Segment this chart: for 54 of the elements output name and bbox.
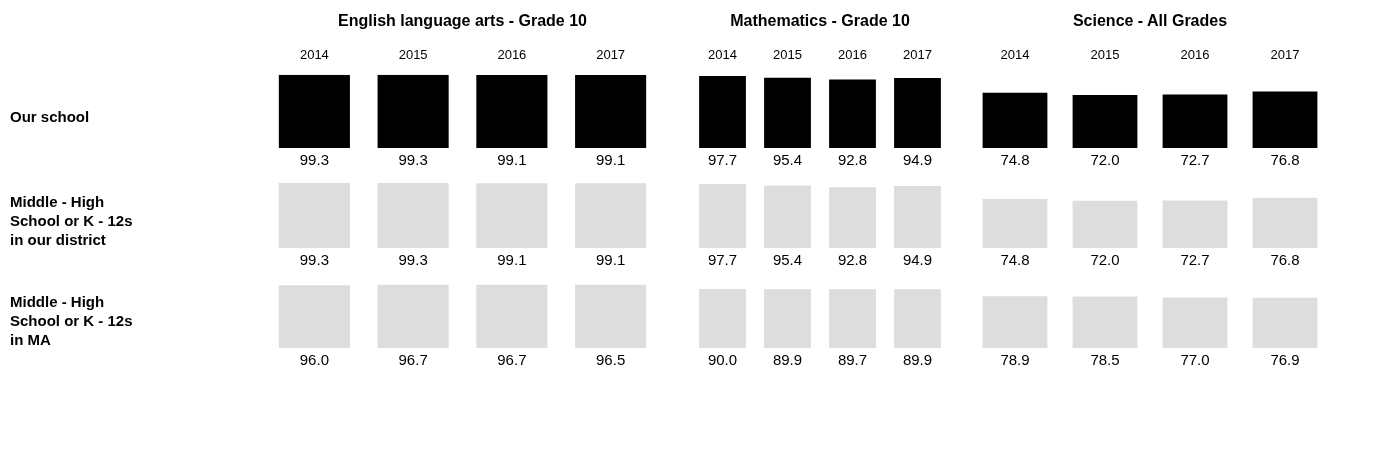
chart-title: Science - All Grades [1072,12,1228,30]
x-tick-label: 2015 [1090,46,1120,62]
data-label: 90.0 [707,350,738,368]
data-label: 78.9 [1000,350,1030,368]
data-label: 96.0 [299,350,329,368]
data-label: 92.8 [837,250,868,268]
data-label: 99.1 [497,150,527,168]
x-tick-label: 2014 [708,46,737,62]
data-label: 96.7 [398,350,428,368]
x-tick-label: 2017 [596,46,626,62]
data-label: 95.4 [772,150,803,168]
data-label: 77.0 [1180,350,1210,368]
x-tick-label: 2016 [838,46,867,62]
data-label: 76.9 [1270,350,1300,368]
chart-title: English language arts - Grade 10 [338,12,588,30]
data-label: 99.1 [596,250,626,268]
data-label: 89.9 [902,350,933,368]
data-label: 99.3 [299,150,329,168]
data-label: 72.7 [1180,150,1210,168]
x-tick-label: 2016 [1180,46,1210,62]
data-label: 96.7 [497,350,527,368]
x-tick-label: 2014 [1000,46,1030,62]
data-label: 97.7 [707,250,738,268]
y-axis-title: Middle - High School or K - 12s in our district [10,192,133,248]
data-label: 99.3 [398,250,428,268]
data-label: 76.8 [1270,150,1300,168]
data-label: 89.7 [837,350,868,368]
x-tick-label: 2017 [1270,46,1300,62]
data-label: 72.7 [1180,250,1210,268]
data-label: 74.8 [1000,150,1030,168]
data-label: 78.5 [1090,350,1120,368]
y-axis-title: Our school [10,107,90,125]
data-label: 95.4 [772,250,803,268]
data-label: 99.3 [299,250,329,268]
data-label: 72.0 [1090,150,1120,168]
data-label: 96.5 [596,350,626,368]
data-label: 97.7 [707,150,738,168]
data-label: 76.8 [1270,250,1300,268]
x-tick-label: 2014 [299,46,329,62]
data-label: 99.1 [497,250,527,268]
data-label: 94.9 [902,150,933,168]
x-tick-label: 2016 [497,46,527,62]
chart-title: Mathematics - Grade 10 [730,12,910,30]
x-tick-label: 2015 [398,46,428,62]
x-tick-label: 2015 [773,46,802,62]
data-label: 99.1 [596,150,626,168]
data-label: 92.8 [837,150,868,168]
data-label: 74.8 [1000,250,1030,268]
x-tick-label: 2017 [903,46,932,62]
data-label: 99.3 [398,150,428,168]
data-label: 94.9 [902,250,933,268]
y-axis-title: Middle - High School or K - 12s in MA [10,292,133,348]
data-label: 72.0 [1090,250,1120,268]
data-label: 89.9 [772,350,803,368]
